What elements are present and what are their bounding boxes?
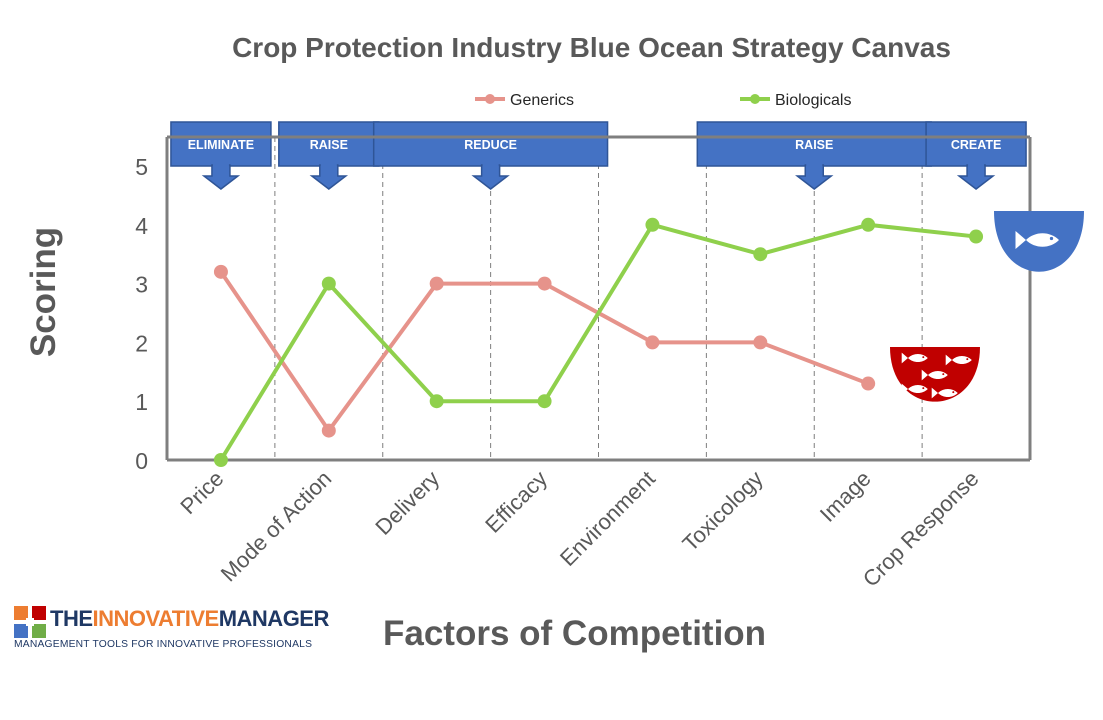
generics-point: [213, 264, 228, 279]
annotation-label: ELIMINATE: [188, 138, 254, 152]
biologicals-point: [321, 276, 336, 291]
fish-icon: [901, 352, 928, 364]
annotation-box: [170, 121, 272, 167]
y-tick-label: 2: [135, 330, 148, 356]
annotation-banner: REDUCE: [372, 121, 609, 190]
annotation-label: CREATE: [951, 138, 1001, 152]
biologicals-point: [213, 453, 228, 467]
annotation-arrow: [956, 164, 996, 190]
fish-eye: [966, 358, 969, 361]
generics-legend-label: Generics: [510, 92, 574, 109]
generics-point: [321, 423, 336, 438]
annotation-arrow: [201, 164, 241, 190]
x-tick-label: Image: [815, 466, 876, 527]
chart-title: Crop Protection Industry Blue Ocean Stra…: [232, 32, 951, 63]
fish-eye: [942, 373, 945, 376]
blue-ocean: [994, 211, 1084, 272]
annotation-box: [372, 121, 609, 167]
annotation-banner: ELIMINATE: [170, 121, 272, 190]
logo-name-manager: MANAGER: [218, 606, 330, 631]
fish-eye: [952, 391, 955, 394]
biologicals-legend-marker: [750, 94, 760, 104]
annotation-label: RAISE: [795, 138, 833, 152]
biologicals-point: [753, 247, 768, 262]
y-tick-label: 5: [135, 154, 148, 180]
biologicals-point: [969, 229, 984, 244]
biologicals-point: [429, 394, 444, 409]
biologicals-line: [219, 222, 977, 462]
logo-name-innovative: INNOVATIVE: [92, 606, 220, 631]
annotation-banner: CREATE: [925, 121, 1027, 190]
fish-icon: [901, 383, 928, 395]
fish-icon: [1015, 231, 1059, 249]
fish-eye: [922, 356, 925, 359]
fish-icon: [945, 354, 972, 366]
annotation-label: REDUCE: [464, 138, 517, 152]
x-tick-label: Environment: [555, 466, 660, 571]
annotation-arrow-joint: [482, 163, 499, 168]
y-axis-title: Scoring: [24, 226, 63, 358]
generics-point: [753, 335, 768, 350]
red-ocean: [890, 347, 980, 402]
x-tick-label: Crop Response: [858, 466, 984, 592]
x-tick-label: Efficacy: [480, 466, 552, 538]
x-axis-title: Factors of Competition: [383, 614, 767, 653]
y-tick-label: 4: [135, 213, 148, 239]
generics-point: [429, 276, 444, 291]
y-tick-label: 3: [135, 272, 148, 298]
biologicals-point: [861, 217, 876, 232]
annotation-arrow: [471, 164, 510, 190]
logo-name-the: THE: [50, 606, 93, 631]
fish-eye: [922, 387, 925, 390]
y-tick-label: 1: [135, 389, 148, 415]
fish-icon: [921, 369, 948, 381]
logo-mark-icon: [14, 606, 46, 638]
annotation-arrow: [795, 164, 834, 190]
biologicals-legend-label: Biologicals: [775, 92, 851, 109]
x-tick-label: Mode of Action: [216, 466, 337, 587]
annotation-arrow-joint: [806, 163, 823, 168]
fish-eye: [1049, 236, 1054, 241]
x-tick-label: Price: [175, 466, 228, 519]
biologicals-point: [537, 394, 552, 409]
y-tick-label: 0: [135, 448, 148, 474]
logo-tagline: MANAGEMENT TOOLS FOR INNOVATIVE PROFESSI…: [14, 639, 313, 650]
generics-point: [537, 276, 552, 291]
generics-point: [645, 335, 660, 350]
annotation-box: [278, 121, 380, 167]
fish-icon: [931, 387, 958, 399]
generics-legend-marker: [485, 94, 495, 104]
biologicals-point: [645, 217, 660, 232]
x-tick-label: Delivery: [370, 466, 444, 540]
annotation-arrow-joint: [320, 163, 337, 168]
annotation-box: [925, 121, 1027, 167]
annotation-arrow: [309, 164, 349, 190]
annotation-box: [696, 121, 932, 167]
generics-point: [861, 376, 876, 391]
annotation-label: RAISE: [310, 138, 348, 152]
annotation-arrow-joint: [212, 163, 229, 168]
annotation-banner: RAISE: [278, 121, 380, 190]
annotation-arrow-joint: [968, 163, 985, 168]
x-tick-label: Toxicology: [678, 466, 768, 556]
logo-name: THEINNOVATIVEMANAGER: [50, 606, 329, 632]
annotation-banner: RAISE: [696, 121, 932, 190]
